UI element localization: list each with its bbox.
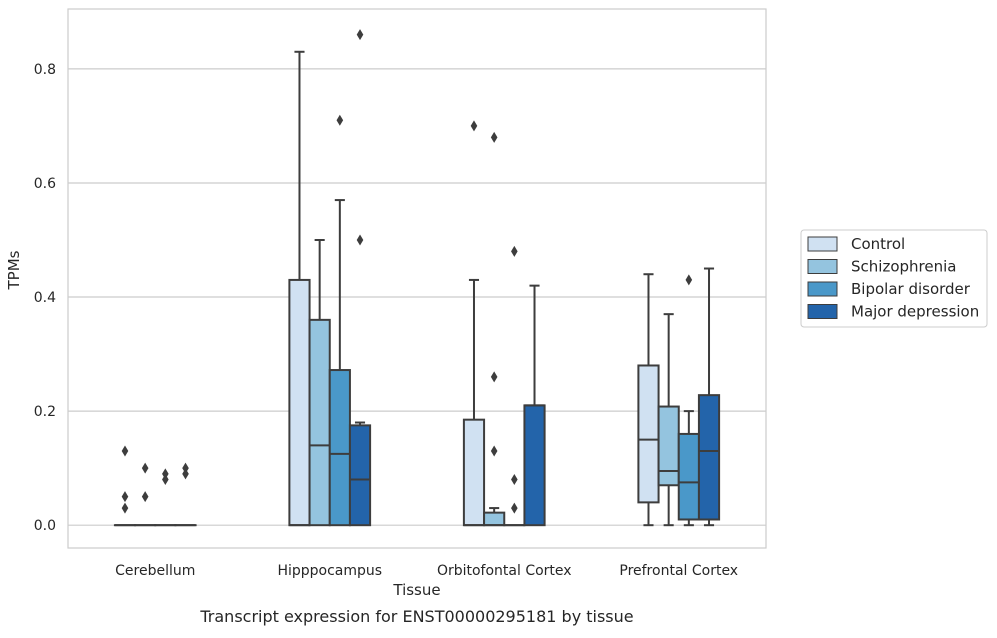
box-iqr	[464, 420, 484, 526]
x-axis-label: Tissue	[392, 581, 440, 599]
chart-caption: Transcript expression for ENST0000029518…	[199, 607, 633, 626]
x-tick-label: Prefrontal Cortex	[619, 563, 738, 579]
legend-label: Control	[851, 235, 905, 253]
legend-item-bipolar-disorder: Bipolar disorder	[808, 280, 971, 298]
y-tick-label: 0.0	[34, 518, 56, 534]
x-tick-label: Cerebellum	[115, 563, 195, 579]
box-iqr	[350, 425, 370, 525]
x-tick-label: Orbitofontal Cortex	[437, 563, 572, 579]
legend-item-major-depression: Major depression	[808, 303, 979, 321]
box-iqr	[679, 434, 699, 520]
box-iqr	[638, 365, 658, 502]
y-tick-label: 0.2	[34, 404, 56, 420]
y-axis-label: TPMs	[5, 250, 23, 290]
legend-label: Schizophrenia	[851, 258, 956, 276]
box-iqr	[330, 370, 350, 525]
x-tick-label: Hipppocampus	[277, 563, 382, 579]
x-tick-labels: Cerebellum Hipppocampus Orbitofontal Corte…	[115, 563, 738, 579]
legend-item-schizophrenia: Schizophrenia	[808, 258, 956, 276]
legend: Control Schizophrenia Bipolar disorder Majo…	[801, 230, 987, 327]
legend-swatch	[808, 282, 837, 296]
legend-swatch	[808, 260, 837, 274]
box-iqr	[659, 407, 679, 486]
legend-label: Bipolar disorder	[851, 280, 971, 298]
legend-item-control: Control	[808, 235, 905, 253]
legend-label: Major depression	[851, 303, 979, 321]
y-tick-label: 0.4	[34, 290, 56, 306]
legend-swatch	[808, 305, 837, 319]
box-iqr	[524, 405, 544, 525]
y-tick-labels: 0.0 0.2 0.4 0.6 0.8	[34, 62, 56, 534]
legend-swatch	[808, 237, 837, 251]
box-iqr	[289, 280, 309, 525]
box-iqr	[484, 513, 504, 526]
y-tick-label: 0.6	[34, 176, 56, 192]
y-tick-label: 0.8	[34, 62, 56, 78]
box-iqr	[699, 395, 719, 519]
box-iqr	[310, 320, 330, 525]
